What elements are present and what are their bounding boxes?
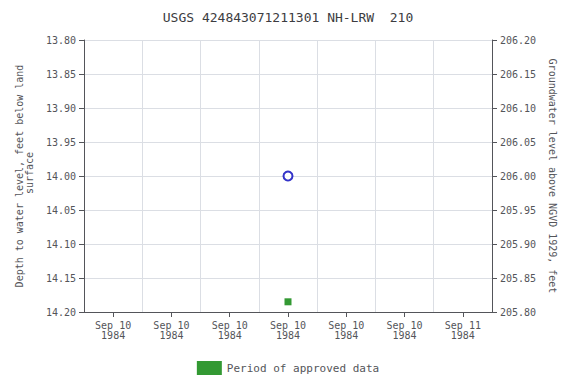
svg-text:Sep 10: Sep 10 [211,319,248,331]
svg-text:1984: 1984 [451,330,475,341]
svg-text:surface: surface [24,152,35,200]
svg-text:206.20: 206.20 [500,35,536,46]
svg-text:1984: 1984 [218,330,242,341]
svg-text:14.15: 14.15 [46,273,76,284]
svg-text:Sep 10: Sep 10 [328,319,365,331]
svg-text:205.85: 205.85 [500,273,536,284]
svg-text:Sep 11: Sep 11 [444,319,481,331]
svg-text:1984: 1984 [276,330,300,341]
svg-text:206.05: 206.05 [500,137,536,148]
svg-text:Groundwater level above NGVD 1: Groundwater level above NGVD 1929, feet [547,59,558,294]
svg-text:Sep 10: Sep 10 [386,319,423,331]
svg-text:13.85: 13.85 [46,69,76,80]
svg-text:205.80: 205.80 [500,307,536,318]
svg-text:205.90: 205.90 [500,239,536,250]
svg-text:13.90: 13.90 [46,103,76,114]
svg-text:14.20: 14.20 [46,307,76,318]
svg-text:Sep 10: Sep 10 [153,319,190,331]
svg-text:Sep 10: Sep 10 [269,319,307,331]
svg-text:1984: 1984 [159,330,183,341]
svg-text:14.00: 14.00 [46,171,76,182]
svg-text:Depth to water level, feet bel: Depth to water level, feet below land [14,64,26,288]
svg-text:206.10: 206.10 [500,103,536,114]
svg-text:13.95: 13.95 [46,137,76,148]
svg-text:USGS 424843071211301 NH-LRW 2: USGS 424843071211301 NH-LRW 210 [163,10,413,25]
svg-text:206.00: 206.00 [500,171,536,182]
svg-text:1984: 1984 [393,330,417,341]
svg-text:14.10: 14.10 [46,239,76,250]
svg-text:1984: 1984 [334,330,358,341]
svg-text:206.15: 206.15 [500,69,536,80]
svg-text:205.95: 205.95 [500,205,536,216]
svg-text:13.80: 13.80 [46,35,76,46]
svg-text:Period of approved data: Period of approved data [227,362,379,375]
svg-text:Sep 10: Sep 10 [95,319,132,331]
svg-text:1984: 1984 [101,330,125,341]
svg-text:14.05: 14.05 [46,205,76,216]
